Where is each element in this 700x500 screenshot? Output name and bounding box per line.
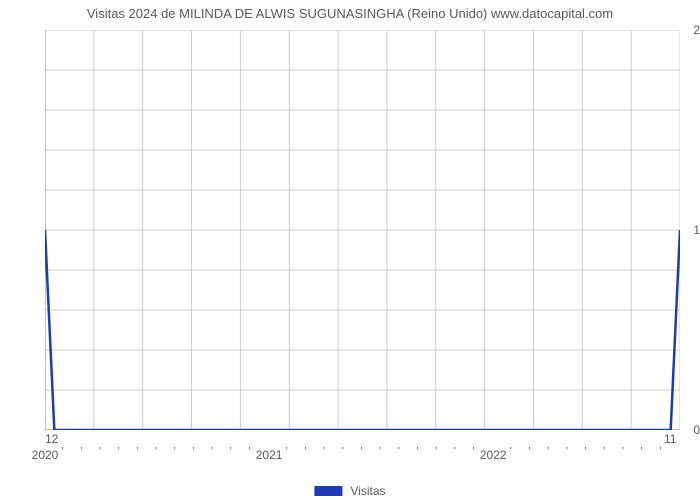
legend: Visitas — [314, 484, 385, 498]
chart-plot — [45, 30, 680, 430]
legend-swatch — [314, 486, 342, 496]
chart-title: Visitas 2024 de MILINDA DE ALWIS SUGUNAS… — [0, 6, 700, 21]
legend-label: Visitas — [350, 484, 385, 498]
x-axis-minor-ticks: ''''''''''''''''''''''''''''''' — [45, 446, 680, 458]
corner-label-right: 11 — [664, 432, 676, 446]
corner-label-left: 12 — [45, 432, 58, 446]
